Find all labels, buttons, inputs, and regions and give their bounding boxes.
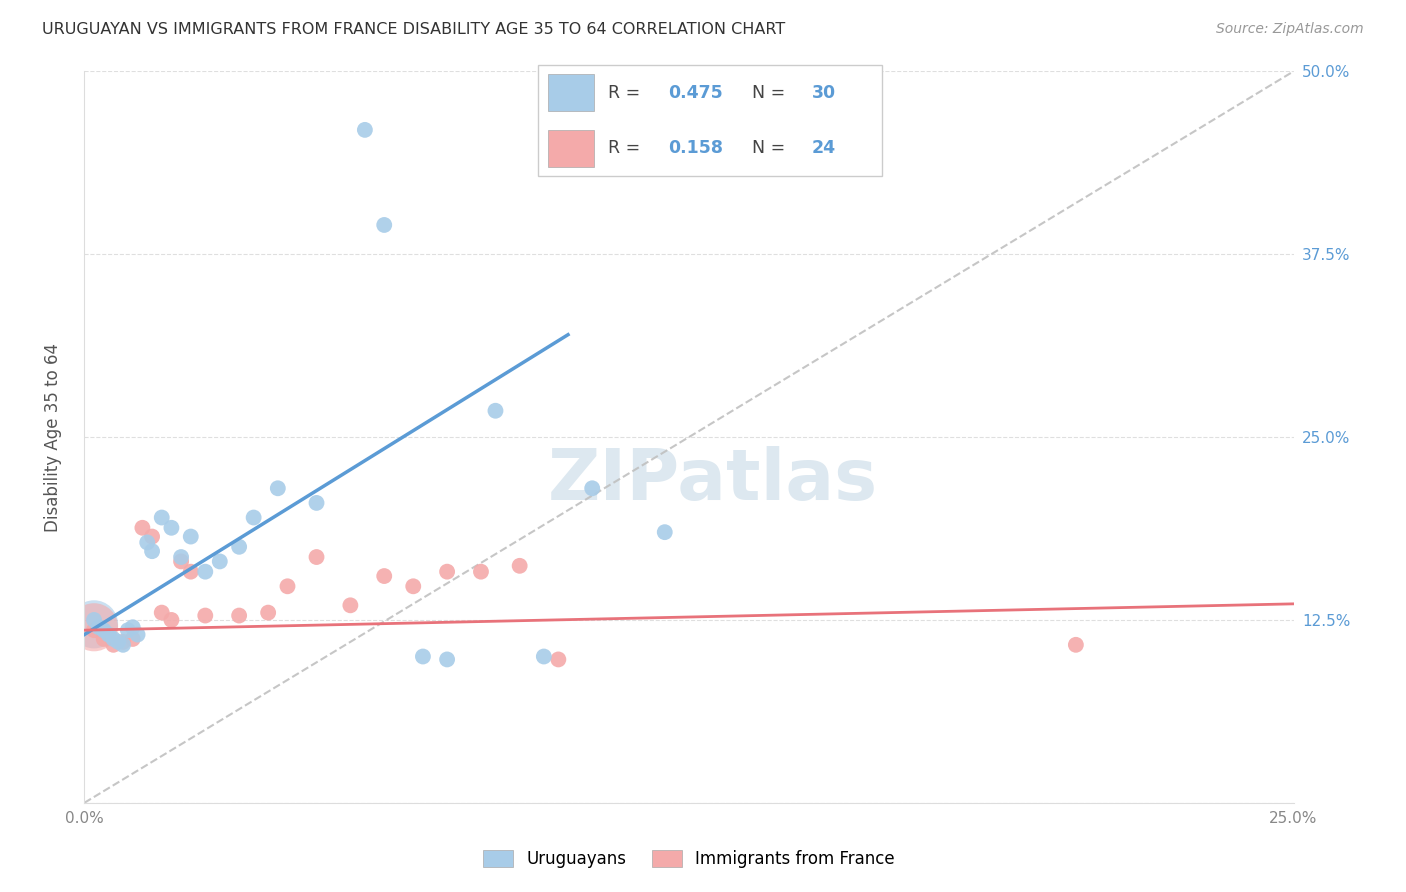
Point bbox=[150, 606, 173, 620]
Point bbox=[160, 613, 183, 627]
Point bbox=[470, 565, 492, 579]
Point bbox=[141, 530, 163, 544]
Point bbox=[112, 638, 135, 652]
Point bbox=[194, 608, 217, 623]
Point bbox=[194, 565, 217, 579]
Point bbox=[103, 632, 125, 646]
Point bbox=[509, 558, 531, 573]
Text: 24: 24 bbox=[813, 139, 837, 157]
Point bbox=[276, 579, 298, 593]
Point bbox=[107, 635, 129, 649]
Text: R =: R = bbox=[609, 84, 640, 102]
Text: Source: ZipAtlas.com: Source: ZipAtlas.com bbox=[1216, 22, 1364, 37]
Point bbox=[180, 530, 202, 544]
Point bbox=[305, 496, 328, 510]
Point bbox=[121, 620, 143, 634]
Point bbox=[1064, 638, 1087, 652]
Point bbox=[170, 554, 193, 568]
Text: 0.158: 0.158 bbox=[668, 139, 723, 157]
Point bbox=[83, 613, 105, 627]
Point bbox=[373, 218, 395, 232]
Point bbox=[117, 623, 139, 637]
Point bbox=[103, 638, 125, 652]
Point bbox=[654, 525, 676, 540]
Text: ZIPatlas: ZIPatlas bbox=[548, 447, 879, 516]
Point bbox=[170, 549, 193, 564]
Point bbox=[112, 635, 135, 649]
Point bbox=[484, 403, 506, 417]
Point bbox=[160, 521, 183, 535]
Point bbox=[127, 627, 149, 641]
Point bbox=[87, 620, 110, 634]
Point bbox=[97, 627, 120, 641]
Text: 30: 30 bbox=[813, 84, 837, 102]
Legend: Uruguayans, Immigrants from France: Uruguayans, Immigrants from France bbox=[477, 844, 901, 875]
Point bbox=[436, 565, 458, 579]
Point bbox=[267, 481, 290, 495]
Point bbox=[83, 617, 105, 632]
Point bbox=[208, 554, 231, 568]
Bar bbox=[548, 74, 593, 112]
Point bbox=[581, 481, 603, 495]
Point bbox=[257, 606, 280, 620]
Text: URUGUAYAN VS IMMIGRANTS FROM FRANCE DISABILITY AGE 35 TO 64 CORRELATION CHART: URUGUAYAN VS IMMIGRANTS FROM FRANCE DISA… bbox=[42, 22, 786, 37]
Point bbox=[412, 649, 434, 664]
Point bbox=[436, 652, 458, 666]
Point bbox=[228, 608, 250, 623]
Point bbox=[547, 652, 569, 666]
Point bbox=[93, 623, 115, 637]
Point bbox=[533, 649, 555, 664]
Point bbox=[242, 510, 264, 524]
Point bbox=[228, 540, 250, 554]
Point bbox=[131, 521, 153, 535]
Point bbox=[339, 599, 361, 613]
Y-axis label: Disability Age 35 to 64: Disability Age 35 to 64 bbox=[44, 343, 62, 532]
Text: N =: N = bbox=[752, 139, 786, 157]
Point bbox=[83, 623, 105, 637]
Point bbox=[121, 632, 143, 646]
Text: 0.475: 0.475 bbox=[668, 84, 723, 102]
Point bbox=[373, 569, 395, 583]
Bar bbox=[548, 129, 593, 167]
Point bbox=[93, 632, 115, 646]
Point bbox=[141, 544, 163, 558]
Point bbox=[305, 549, 328, 564]
Text: R =: R = bbox=[609, 139, 640, 157]
Point bbox=[402, 579, 425, 593]
Point bbox=[150, 510, 173, 524]
Point bbox=[83, 620, 105, 634]
Point bbox=[354, 123, 377, 137]
FancyBboxPatch shape bbox=[537, 65, 883, 176]
Point bbox=[136, 535, 159, 549]
Point bbox=[180, 565, 202, 579]
Text: N =: N = bbox=[752, 84, 786, 102]
